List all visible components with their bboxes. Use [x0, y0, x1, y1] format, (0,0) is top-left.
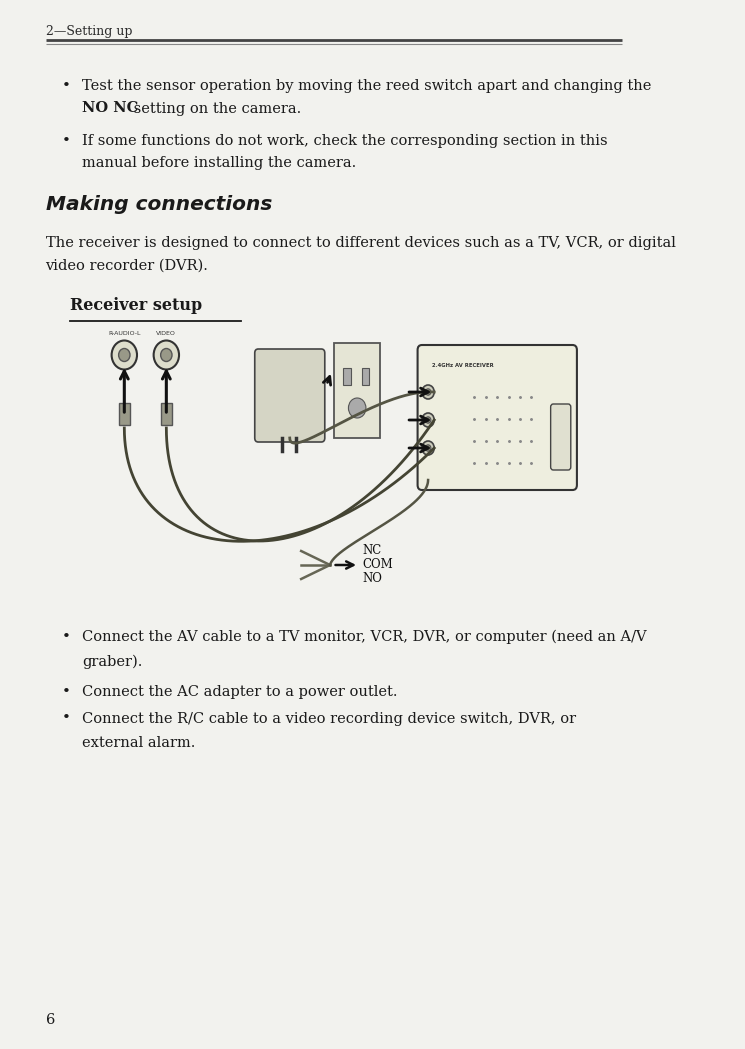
Circle shape	[153, 341, 179, 369]
FancyBboxPatch shape	[255, 349, 325, 442]
Text: 2.4GHz AV RECEIVER: 2.4GHz AV RECEIVER	[432, 363, 494, 368]
Text: NO: NO	[362, 573, 382, 585]
Text: Making connections: Making connections	[45, 194, 272, 214]
Text: NC: NC	[362, 544, 381, 557]
Text: If some functions do not work, check the corresponding section in this: If some functions do not work, check the…	[82, 134, 608, 148]
Text: Test the sensor operation by moving the reed switch apart and changing the: Test the sensor operation by moving the …	[82, 79, 652, 93]
Text: 2—Setting up: 2—Setting up	[45, 25, 132, 38]
FancyBboxPatch shape	[551, 404, 571, 470]
Text: Connect the AC adapter to a power outlet.: Connect the AC adapter to a power outlet…	[82, 685, 398, 699]
Circle shape	[422, 385, 434, 399]
Text: •: •	[61, 685, 70, 699]
Text: NO NC: NO NC	[82, 102, 139, 115]
Bar	[361, 368, 370, 385]
Circle shape	[161, 348, 172, 362]
Text: Connect the AV cable to a TV monitor, VCR, DVR, or computer (need an A/V: Connect the AV cable to a TV monitor, VC…	[82, 630, 647, 644]
Bar	[343, 368, 351, 385]
Bar	[161, 403, 172, 425]
Circle shape	[425, 389, 431, 395]
FancyBboxPatch shape	[418, 345, 577, 490]
Circle shape	[118, 348, 130, 362]
Text: VIDEO: VIDEO	[156, 331, 177, 336]
Text: •: •	[61, 711, 70, 726]
Text: COM: COM	[362, 558, 393, 572]
Circle shape	[422, 413, 434, 427]
Text: graber).: graber).	[82, 655, 142, 669]
Text: video recorder (DVR).: video recorder (DVR).	[45, 259, 209, 273]
Text: •: •	[61, 630, 70, 644]
Circle shape	[425, 445, 431, 451]
Circle shape	[425, 416, 431, 423]
Circle shape	[422, 441, 434, 455]
Text: setting on the camera.: setting on the camera.	[129, 102, 301, 115]
Text: 6: 6	[45, 1013, 55, 1027]
Text: manual before installing the camera.: manual before installing the camera.	[82, 156, 357, 171]
Circle shape	[112, 341, 137, 369]
Text: •: •	[61, 134, 70, 148]
Text: Receiver setup: Receiver setup	[70, 297, 202, 314]
Text: The receiver is designed to connect to different devices such as a TV, VCR, or d: The receiver is designed to connect to d…	[45, 236, 676, 251]
Circle shape	[349, 398, 366, 418]
Text: R-AUDIO-L: R-AUDIO-L	[108, 331, 141, 336]
Text: Connect the R/C cable to a video recording device switch, DVR, or: Connect the R/C cable to a video recordi…	[82, 711, 577, 726]
Text: external alarm.: external alarm.	[82, 736, 196, 750]
Bar	[118, 403, 130, 425]
Text: •: •	[61, 79, 70, 93]
Bar	[335, 343, 380, 438]
